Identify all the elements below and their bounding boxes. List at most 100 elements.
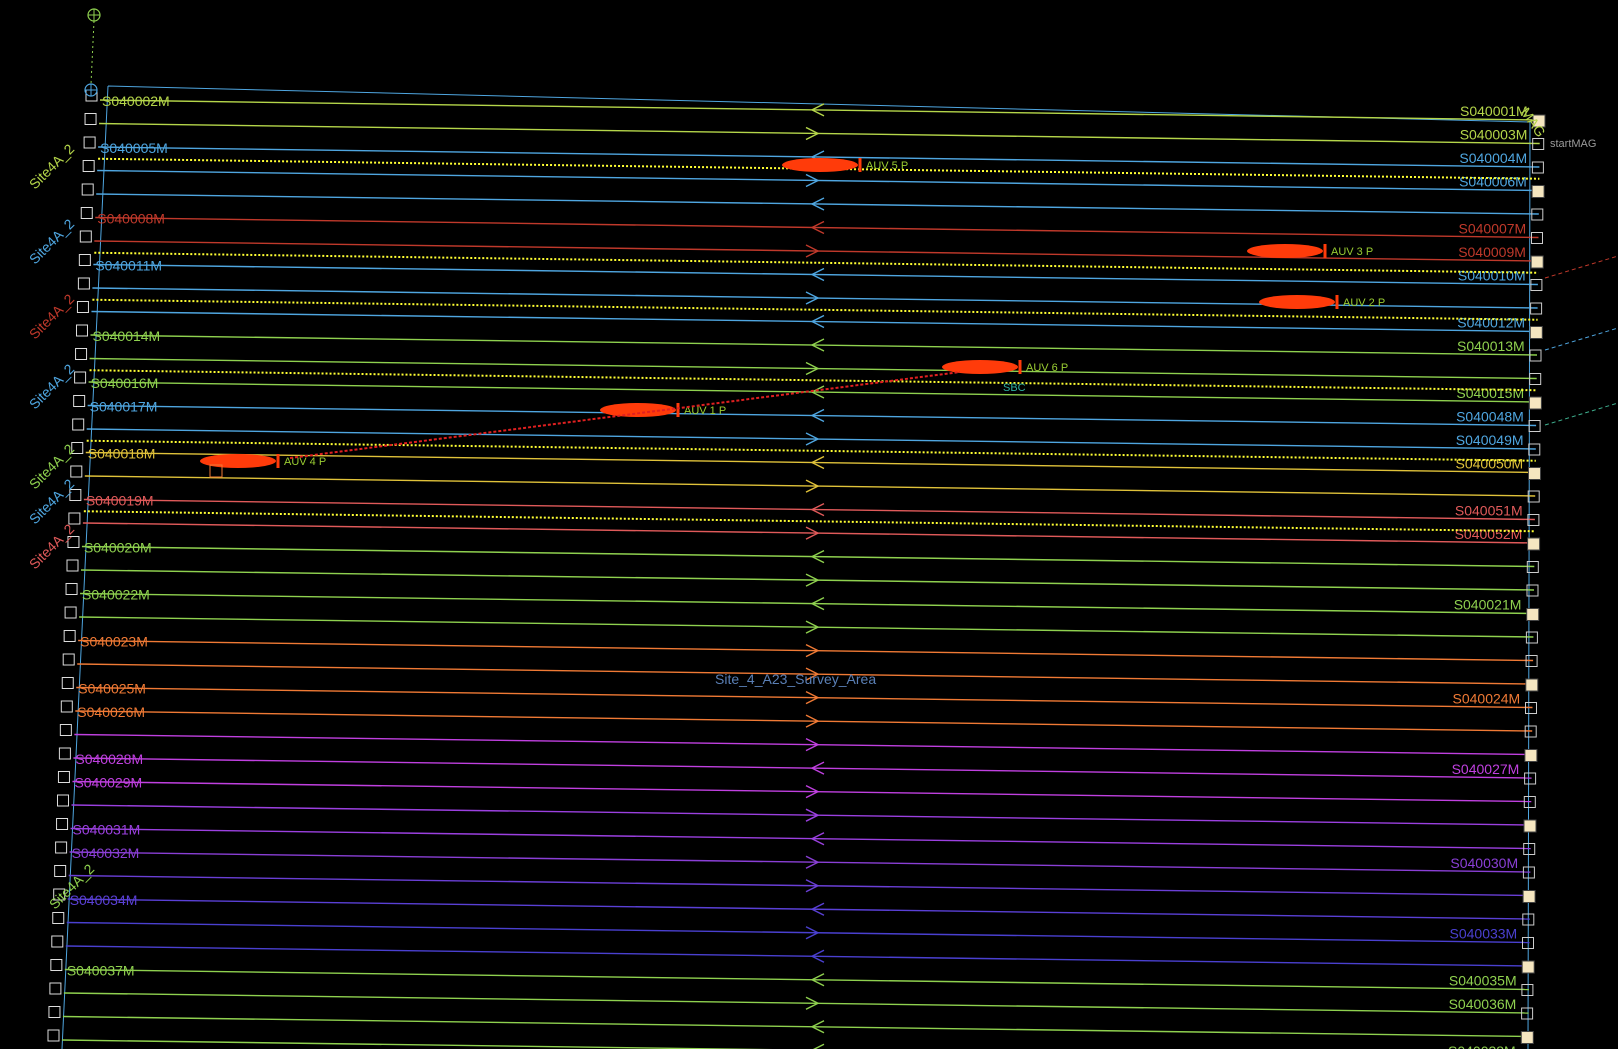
waypoint-marker[interactable] bbox=[51, 935, 64, 948]
survey-line[interactable] bbox=[76, 686, 1533, 709]
waypoint-marker[interactable] bbox=[57, 771, 70, 783]
survey-line[interactable] bbox=[82, 522, 1535, 544]
waypoint-marker[interactable] bbox=[1530, 302, 1543, 315]
waypoint-marker[interactable] bbox=[75, 348, 88, 360]
waypoint-marker[interactable] bbox=[1523, 843, 1536, 855]
waypoint-marker[interactable] bbox=[49, 982, 62, 995]
waypoint-marker[interactable] bbox=[74, 371, 87, 384]
survey-line[interactable] bbox=[84, 475, 1536, 497]
survey-line[interactable] bbox=[80, 569, 1535, 591]
survey-line[interactable] bbox=[66, 921, 1530, 944]
survey-line[interactable] bbox=[72, 780, 1532, 803]
waypoint-marker[interactable] bbox=[76, 324, 88, 337]
survey-line[interactable] bbox=[71, 804, 1532, 826]
survey-line[interactable] bbox=[93, 263, 1538, 286]
survey-line[interactable] bbox=[99, 99, 1541, 121]
auv-origin-marker[interactable] bbox=[209, 464, 223, 478]
auv-vehicle-icon[interactable] bbox=[600, 403, 676, 417]
waypoint-marker[interactable] bbox=[1521, 984, 1534, 996]
waypoint-marker[interactable] bbox=[79, 230, 92, 243]
waypoint-marker[interactable] bbox=[72, 418, 85, 431]
waypoint-marker[interactable] bbox=[1524, 725, 1537, 738]
waypoint-marker[interactable] bbox=[1531, 208, 1544, 221]
waypoint-marker[interactable] bbox=[53, 888, 66, 901]
waypoint-marker[interactable] bbox=[63, 630, 76, 642]
survey-line[interactable] bbox=[94, 240, 1539, 262]
waypoint-marker[interactable] bbox=[57, 794, 69, 807]
survey-line[interactable] bbox=[65, 945, 1530, 967]
survey-line[interactable] bbox=[80, 592, 1534, 615]
waypoint-marker[interactable] bbox=[54, 865, 67, 877]
waypoint-marker[interactable] bbox=[68, 512, 81, 525]
waypoint-marker[interactable] bbox=[1528, 420, 1541, 432]
waypoint-marker[interactable] bbox=[1526, 584, 1539, 597]
survey-line[interactable] bbox=[89, 357, 1537, 380]
waypoint-marker[interactable] bbox=[71, 442, 84, 454]
survey-line[interactable] bbox=[77, 663, 1533, 685]
waypoint-marker[interactable] bbox=[76, 301, 89, 313]
waypoint-marker[interactable] bbox=[1530, 279, 1543, 291]
survey-line[interactable] bbox=[91, 310, 1538, 333]
waypoint-marker[interactable] bbox=[70, 465, 83, 478]
waypoint-marker[interactable] bbox=[1528, 467, 1541, 480]
waypoint-marker[interactable] bbox=[1527, 537, 1541, 551]
waypoint-marker[interactable] bbox=[1531, 185, 1545, 198]
survey-line[interactable] bbox=[96, 193, 1539, 215]
survey-line[interactable] bbox=[86, 428, 1536, 450]
survey-line[interactable] bbox=[74, 733, 1532, 756]
waypoint-marker[interactable] bbox=[58, 747, 71, 760]
waypoint-marker[interactable] bbox=[1527, 490, 1540, 503]
waypoint-marker[interactable] bbox=[1531, 232, 1543, 244]
waypoint-marker[interactable] bbox=[1527, 514, 1540, 526]
waypoint-marker[interactable] bbox=[56, 818, 69, 830]
waypoint-marker[interactable] bbox=[1526, 608, 1540, 621]
waypoint-marker[interactable] bbox=[1521, 1007, 1534, 1020]
waypoint-marker[interactable] bbox=[1525, 702, 1537, 714]
waypoint-marker[interactable] bbox=[1522, 913, 1535, 926]
waypoint-marker[interactable] bbox=[1520, 1031, 1534, 1044]
survey-line[interactable] bbox=[95, 216, 1539, 239]
auv-vehicle-icon[interactable] bbox=[942, 360, 1018, 374]
waypoint-marker[interactable] bbox=[81, 183, 94, 196]
waypoint-marker[interactable] bbox=[1522, 866, 1535, 879]
survey-line[interactable] bbox=[78, 639, 1534, 662]
waypoint-marker[interactable] bbox=[82, 160, 95, 172]
waypoint-marker[interactable] bbox=[1531, 161, 1544, 174]
waypoint-marker[interactable] bbox=[83, 136, 96, 149]
waypoint-marker[interactable] bbox=[1529, 373, 1542, 385]
waypoint-marker[interactable] bbox=[1530, 255, 1544, 269]
waypoint-marker[interactable] bbox=[1523, 796, 1536, 808]
waypoint-marker[interactable] bbox=[1524, 772, 1537, 785]
waypoint-marker[interactable] bbox=[1521, 960, 1535, 974]
waypoint-marker[interactable] bbox=[66, 559, 79, 572]
waypoint-marker[interactable] bbox=[1523, 819, 1537, 833]
waypoint-marker[interactable] bbox=[78, 254, 91, 266]
waypoint-marker[interactable] bbox=[1532, 114, 1546, 128]
survey-line[interactable] bbox=[68, 874, 1531, 897]
waypoint-marker[interactable] bbox=[61, 677, 74, 689]
survey-line[interactable] bbox=[62, 1015, 1529, 1038]
waypoint-marker[interactable] bbox=[1528, 443, 1541, 456]
waypoint-marker[interactable] bbox=[55, 841, 68, 854]
waypoint-marker[interactable] bbox=[77, 277, 90, 290]
survey-line[interactable] bbox=[90, 334, 1538, 356]
survey-line[interactable] bbox=[61, 1039, 1528, 1049]
waypoint-marker[interactable] bbox=[1524, 749, 1538, 762]
waypoint-marker[interactable] bbox=[47, 1029, 60, 1042]
survey-line[interactable] bbox=[75, 710, 1533, 732]
survey-line[interactable] bbox=[69, 851, 1531, 873]
survey-line[interactable] bbox=[67, 898, 1530, 920]
waypoint-marker[interactable] bbox=[65, 583, 78, 595]
waypoint-marker[interactable] bbox=[1528, 396, 1542, 410]
survey-line[interactable] bbox=[64, 968, 1529, 991]
waypoint-marker[interactable] bbox=[1526, 561, 1539, 573]
waypoint-marker[interactable] bbox=[1525, 655, 1538, 667]
waypoint-marker[interactable] bbox=[59, 724, 72, 736]
waypoint-marker[interactable] bbox=[50, 959, 63, 971]
waypoint-marker[interactable] bbox=[60, 700, 73, 713]
survey-line[interactable] bbox=[73, 757, 1532, 779]
waypoint-marker[interactable] bbox=[67, 536, 80, 548]
survey-line[interactable] bbox=[81, 545, 1535, 568]
survey-line[interactable] bbox=[79, 616, 1534, 638]
